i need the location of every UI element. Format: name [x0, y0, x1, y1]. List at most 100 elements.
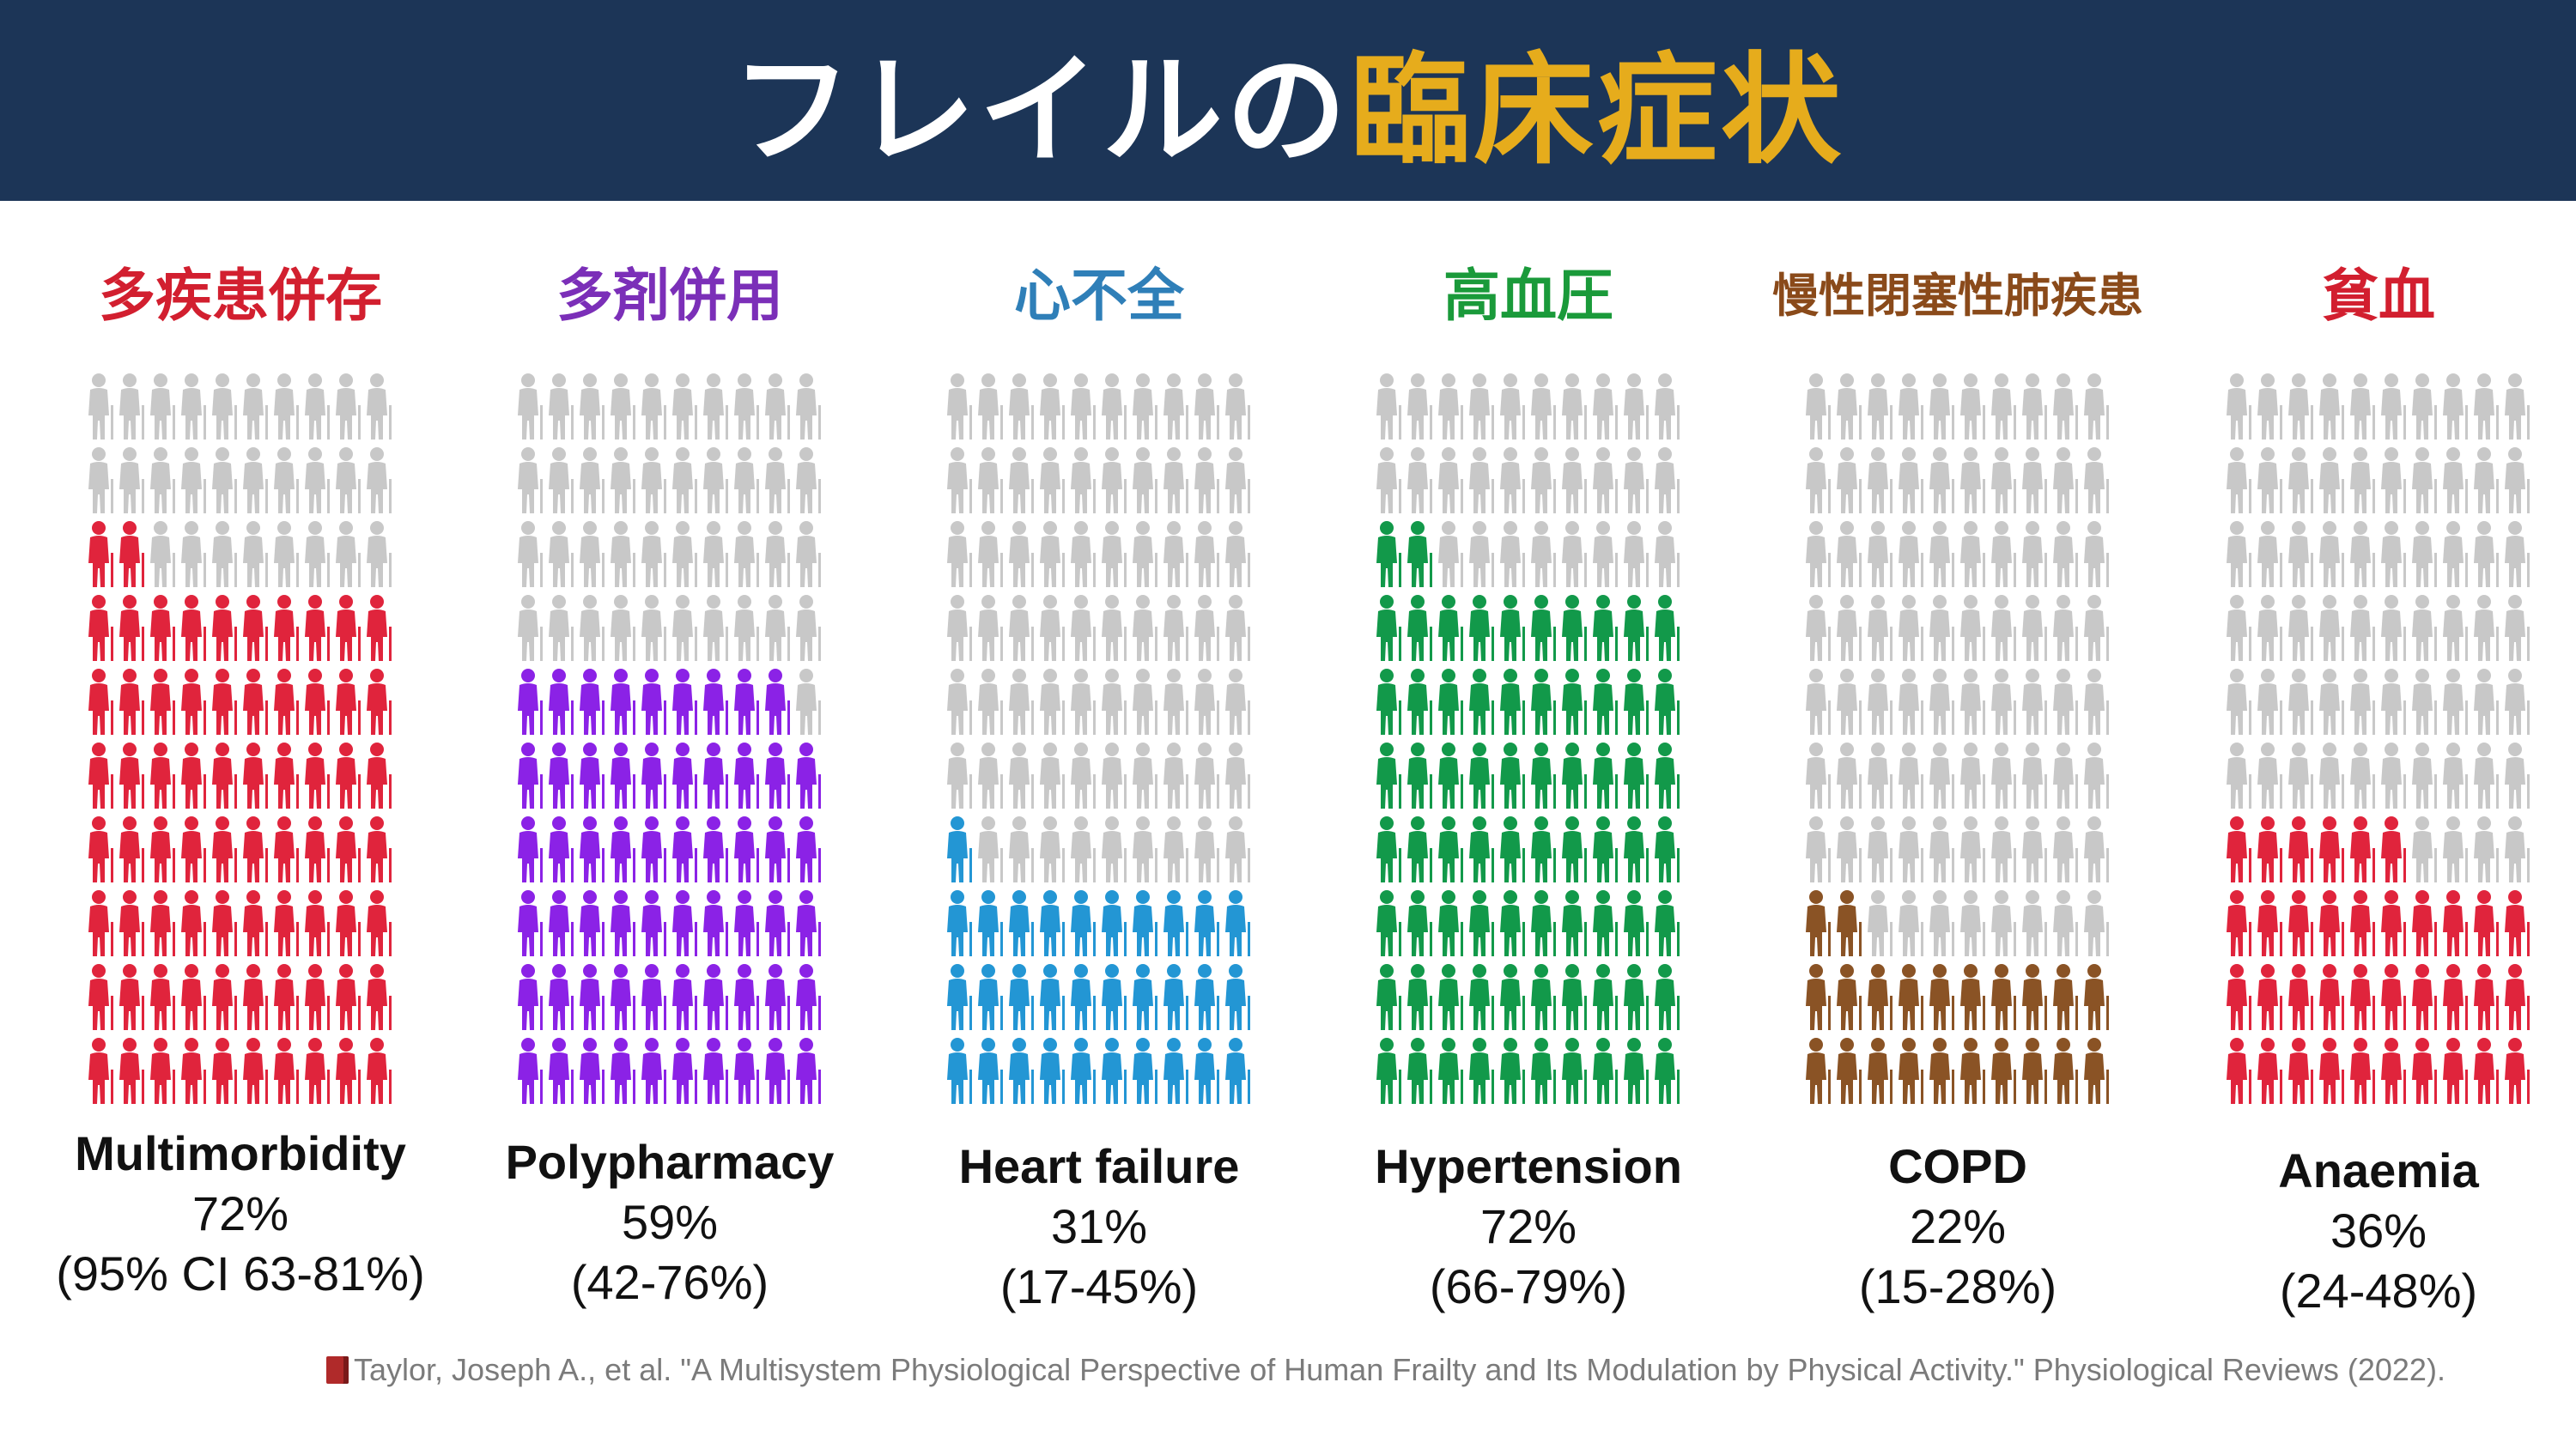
- person-icon-empty: [549, 373, 574, 440]
- person-icon-empty: [1868, 447, 1893, 513]
- person-icon-filled: [1071, 890, 1096, 956]
- person-icon-empty: [1163, 373, 1188, 440]
- person-icon-filled: [1469, 964, 1494, 1030]
- person-icon-filled: [1009, 890, 1034, 956]
- person-icon-empty: [2474, 447, 2499, 513]
- person-icon-empty: [580, 373, 605, 440]
- panel-copd: 慢性閉塞性肺疾患 COPD 22% (15-28%): [1743, 201, 2172, 1334]
- person-icon-empty: [1469, 373, 1494, 440]
- person-icon-filled: [150, 816, 175, 882]
- person-icon-empty: [703, 373, 728, 440]
- person-icon-filled: [1133, 890, 1157, 956]
- person-icon-empty: [1009, 595, 1034, 661]
- person-icon-empty: [1806, 595, 1831, 661]
- person-icon-empty: [672, 595, 697, 661]
- person-icon-filled: [1593, 595, 1618, 661]
- person-icon-filled: [2443, 890, 2468, 956]
- person-icon-empty: [1469, 447, 1494, 513]
- person-icon-filled: [765, 816, 790, 882]
- person-icon-empty: [1133, 447, 1157, 513]
- person-icon-empty: [703, 521, 728, 587]
- person-icon-filled: [1960, 964, 1985, 1030]
- person-icon-filled: [1624, 890, 1649, 956]
- panel-stats: Hypertension 72% (66-79%): [1314, 1137, 1743, 1317]
- person-icon-empty: [2350, 669, 2375, 735]
- person-icon-filled: [119, 595, 144, 661]
- person-icon-filled: [1376, 595, 1401, 661]
- person-icon-filled: [1562, 890, 1587, 956]
- person-icon-filled: [274, 669, 299, 735]
- person-icon-empty: [1806, 447, 1831, 513]
- person-icon-empty: [1102, 816, 1127, 882]
- person-icon-empty: [2505, 816, 2530, 882]
- person-icon-empty: [336, 447, 361, 513]
- person-icon-filled: [1469, 1038, 1494, 1104]
- person-icon-filled: [580, 964, 605, 1030]
- person-icon-empty: [2319, 373, 2344, 440]
- person-icon-filled: [1102, 1038, 1127, 1104]
- person-icon-empty: [1009, 447, 1034, 513]
- panel-en-label: Hypertension: [1375, 1139, 1682, 1193]
- person-icon-empty: [2084, 669, 2109, 735]
- person-icon-filled: [1469, 890, 1494, 956]
- person-icon-filled: [549, 743, 574, 809]
- person-icon-empty: [1806, 816, 1831, 882]
- panel-jp-label: 多疾患併存: [99, 263, 382, 329]
- person-icon-filled: [274, 595, 299, 661]
- person-icon-empty: [765, 521, 790, 587]
- person-icon-empty: [119, 447, 144, 513]
- person-icon-empty: [1991, 521, 2016, 587]
- person-icon-empty: [2288, 669, 2313, 735]
- person-icon-filled: [1655, 816, 1680, 882]
- person-icon-empty: [2227, 447, 2251, 513]
- person-icon-filled: [119, 669, 144, 735]
- panel-ci: (17-45%): [999, 1259, 1199, 1313]
- person-icon-empty: [1071, 816, 1096, 882]
- person-icon-filled: [1407, 964, 1432, 1030]
- person-icon-empty: [2022, 595, 2047, 661]
- person-icon-empty: [2412, 669, 2437, 735]
- person-icon-filled: [978, 890, 1003, 956]
- person-icon-filled: [765, 669, 790, 735]
- person-icon-empty: [1071, 447, 1096, 513]
- person-icon-empty: [2084, 816, 2109, 882]
- person-icon-filled: [1163, 890, 1188, 956]
- person-icon-filled: [1593, 816, 1618, 882]
- person-icon-empty: [2443, 816, 2468, 882]
- person-icon-empty: [2505, 447, 2530, 513]
- person-icon-empty: [1837, 743, 1862, 809]
- person-icon-empty: [1225, 447, 1250, 513]
- person-icon-filled: [367, 816, 392, 882]
- person-icon-empty: [2227, 595, 2251, 661]
- person-icon-filled: [1500, 669, 1525, 735]
- person-icon-filled: [1806, 1038, 1831, 1104]
- title-accent: 臨床症状: [1350, 41, 1845, 181]
- person-icon-empty: [1531, 521, 1556, 587]
- person-icon-empty: [2053, 521, 2078, 587]
- person-icon-filled: [641, 743, 666, 809]
- person-icon-empty: [2288, 743, 2313, 809]
- person-icon-filled: [2505, 964, 2530, 1030]
- person-icon-empty: [1469, 521, 1494, 587]
- panel-en-label: Multimorbidity: [75, 1126, 406, 1180]
- panel-ci: (42-76%): [570, 1255, 769, 1309]
- person-icon-filled: [1593, 890, 1618, 956]
- person-icon-empty: [1133, 816, 1157, 882]
- person-icon-filled: [243, 743, 268, 809]
- person-icon-filled: [2505, 1038, 2530, 1104]
- person-icon-empty: [734, 521, 759, 587]
- person-icon-empty: [2053, 669, 2078, 735]
- person-icon-filled: [1531, 669, 1556, 735]
- person-icon-empty: [641, 595, 666, 661]
- person-icon-empty: [672, 373, 697, 440]
- person-icon-empty: [1929, 669, 1954, 735]
- person-icon-filled: [274, 1038, 299, 1104]
- person-icon-empty: [611, 521, 635, 587]
- person-icon-empty: [1899, 743, 1923, 809]
- person-icon-empty: [274, 373, 299, 440]
- person-icon-empty: [1837, 669, 1862, 735]
- person-icon-empty: [1991, 447, 2016, 513]
- person-icon-filled: [1194, 1038, 1219, 1104]
- person-icon-empty: [1806, 521, 1831, 587]
- person-icon-empty: [1102, 521, 1127, 587]
